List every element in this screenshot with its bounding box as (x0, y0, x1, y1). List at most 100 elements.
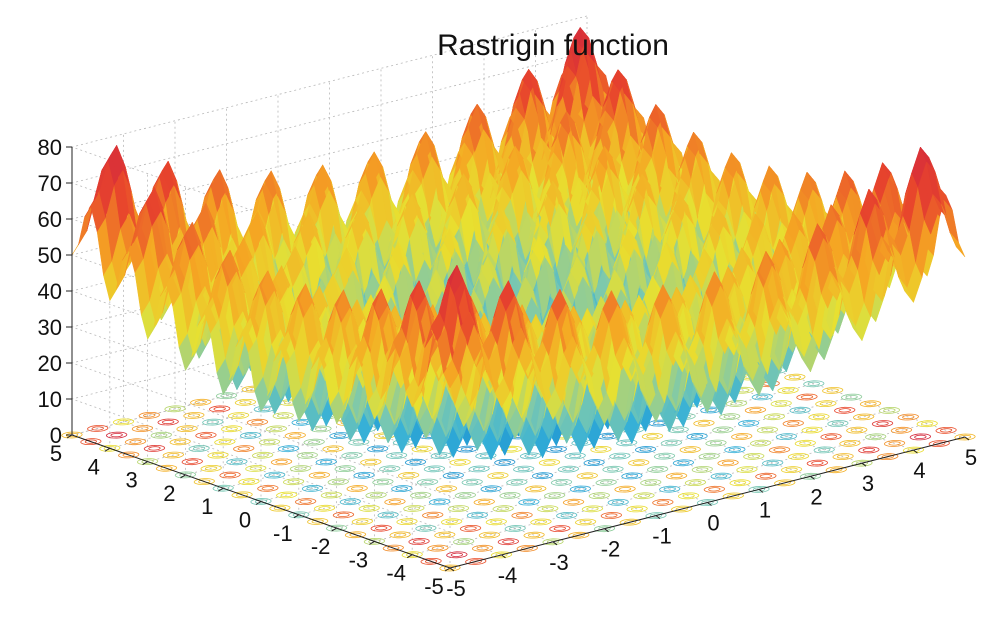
contour-ring (214, 438, 236, 446)
contour-ring (858, 446, 880, 454)
contour-ring (537, 505, 559, 513)
contour-ring (717, 459, 739, 467)
contour-ring (208, 405, 231, 413)
contour-ring (326, 446, 340, 451)
contour-ring (659, 485, 681, 493)
contour-ring (691, 466, 713, 473)
contour-ring (181, 458, 203, 466)
contour-ring (815, 400, 837, 408)
contour-ring (618, 486, 632, 492)
contour-ring (215, 392, 238, 400)
contour-ring (704, 407, 717, 413)
contour-ring (193, 478, 215, 485)
contour-ring (634, 446, 657, 453)
contour-ring (287, 479, 300, 484)
contour-ring (447, 473, 460, 478)
y-tick-label: 2 (163, 481, 175, 506)
contour-ring (576, 472, 598, 480)
contour-ring (251, 420, 264, 425)
contour-ring (761, 427, 774, 433)
contour-ring (422, 511, 444, 519)
contour-ring (562, 498, 585, 506)
contour-ring (382, 544, 404, 552)
z-tick-label: 20 (38, 351, 62, 376)
contour-ring (164, 405, 186, 413)
contour-ring (409, 460, 422, 465)
contour-ring (110, 432, 123, 438)
contour-ring (143, 413, 156, 418)
contour-ring (588, 492, 610, 500)
contour-ring (729, 479, 751, 487)
contour-ring (450, 552, 464, 557)
contour-ring (269, 504, 291, 512)
contour-ring (550, 478, 573, 486)
contour-ring (364, 459, 378, 465)
contour-ring (246, 418, 269, 426)
contour-ring (494, 458, 516, 466)
contour-ring (117, 419, 130, 425)
x-tick (758, 488, 764, 493)
contour-ring (227, 412, 250, 419)
contour-ring (775, 401, 788, 406)
contour-ring (433, 499, 446, 505)
contour-ring (656, 500, 670, 505)
contour-ring (357, 473, 371, 478)
contour-ring (334, 465, 356, 473)
contour-ring (338, 466, 352, 471)
contour-ring (777, 386, 799, 394)
contour-ring (313, 504, 336, 512)
contour-ring (427, 544, 449, 552)
contour-ring (363, 537, 386, 545)
contour-ring (276, 491, 298, 499)
contour-ring (179, 472, 192, 478)
contour-ring (254, 499, 268, 504)
contour-ring (466, 511, 489, 519)
contour-ring (415, 524, 437, 532)
surface-mesh (71, 26, 966, 461)
contour-ring (263, 439, 276, 445)
contour-ring (242, 479, 256, 484)
contour-ring (275, 459, 288, 465)
contour-ring (238, 478, 260, 486)
y-tick-label: 1 (201, 494, 213, 519)
contour-ring (360, 458, 382, 466)
contour-ring (136, 458, 159, 466)
contour-ring (667, 426, 689, 434)
contour-ring (826, 388, 839, 393)
contour-ring (475, 452, 497, 460)
contour-ring (237, 446, 250, 451)
contour-ring (742, 421, 755, 426)
contour-ring (213, 406, 226, 412)
contour-ring (672, 427, 685, 432)
contour-ring (824, 434, 838, 439)
contour-ring (273, 506, 287, 511)
contour-ring (850, 428, 863, 433)
y-tick-label: -5 (424, 574, 444, 599)
contour-ring (389, 531, 411, 539)
contour-ring (124, 438, 147, 446)
contour-ring (569, 453, 582, 459)
contour-ring (935, 426, 957, 434)
contour-ring (148, 446, 161, 451)
contour-ring (755, 472, 777, 480)
contour-ring (756, 426, 779, 434)
contour-ring (473, 498, 495, 506)
contour-ring (230, 459, 244, 464)
contour-ring (677, 492, 700, 500)
contour-ring (541, 506, 554, 511)
contour-ring (190, 398, 212, 406)
contour-ring (289, 433, 302, 438)
contour-ring (431, 546, 445, 551)
contour-ring (249, 466, 262, 471)
contour-ring (471, 544, 494, 552)
contour-ring (805, 427, 819, 433)
contour-ring (599, 480, 613, 485)
contour-ring (277, 445, 300, 453)
contour-ring (186, 459, 199, 464)
contour-ring (261, 486, 275, 491)
z-tick-label: 0 (50, 423, 62, 448)
contour-ring (370, 524, 392, 532)
contour-ring (522, 499, 536, 505)
contour-ring (628, 459, 650, 467)
contour-ring (161, 419, 175, 425)
